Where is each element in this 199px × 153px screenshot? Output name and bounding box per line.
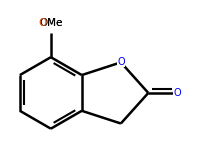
Text: O: O [117,57,125,67]
Text: Me: Me [47,18,62,28]
Text: O: O [38,18,46,28]
Text: OMe: OMe [39,18,62,28]
Text: O: O [173,88,181,98]
